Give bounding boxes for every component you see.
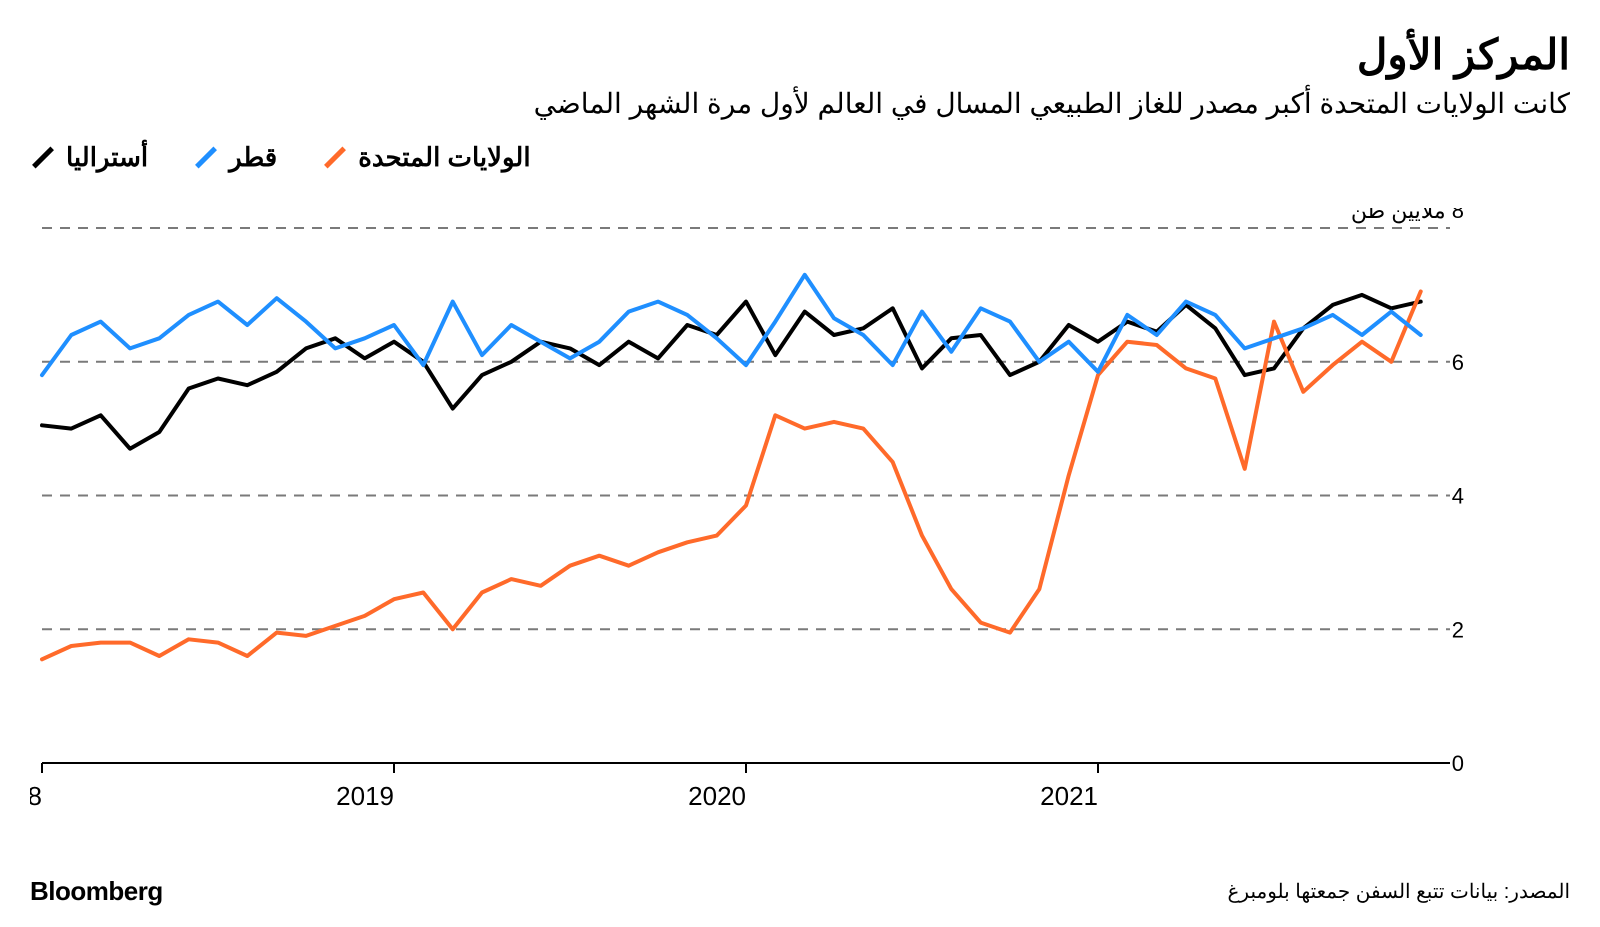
legend-label-australia: أستراليا bbox=[66, 142, 148, 173]
svg-text:0: 0 bbox=[1452, 751, 1464, 776]
svg-text:2018: 2018 bbox=[30, 781, 42, 811]
legend-item-qatar: قطر bbox=[193, 142, 277, 173]
source-text: المصدر: بيانات تتبع السفن جمعتها بلومبرغ bbox=[1227, 879, 1570, 904]
chart-subtitle: كانت الولايات المتحدة أكبر مصدر للغاز ال… bbox=[30, 87, 1570, 120]
legend-item-australia: أستراليا bbox=[30, 142, 148, 173]
svg-text:8 ملايين طن: 8 ملايين طن bbox=[1351, 208, 1464, 224]
svg-text:6: 6 bbox=[1452, 350, 1464, 375]
svg-text:4: 4 bbox=[1452, 484, 1464, 509]
svg-text:2020: 2020 bbox=[688, 781, 746, 811]
legend-usa-swatch-icon bbox=[324, 147, 346, 169]
chart-title: المركز الأول bbox=[30, 30, 1570, 79]
legend-swatch-australia bbox=[32, 147, 54, 169]
legend-item-usa: الولايات المتحدة bbox=[322, 142, 530, 173]
legend: أستراليا قطر الولايات المتحدة bbox=[30, 142, 1570, 173]
svg-text:2021: 2021 bbox=[1040, 781, 1098, 811]
svg-text:2019: 2019 bbox=[336, 781, 394, 811]
legend-qatar-swatch-icon bbox=[195, 147, 217, 169]
legend-label-usa: الولايات المتحدة bbox=[358, 142, 530, 173]
line-chart: 0 2 4 6 8 ملايين طن 2018 2019 2020 2021 bbox=[30, 208, 1570, 818]
legend-label-qatar: قطر bbox=[229, 142, 277, 173]
svg-text:2: 2 bbox=[1452, 617, 1464, 642]
brand-logo: Bloomberg bbox=[30, 876, 163, 907]
chart-area: 0 2 4 6 8 ملايين طن 2018 2019 2020 2021 bbox=[30, 208, 1570, 858]
